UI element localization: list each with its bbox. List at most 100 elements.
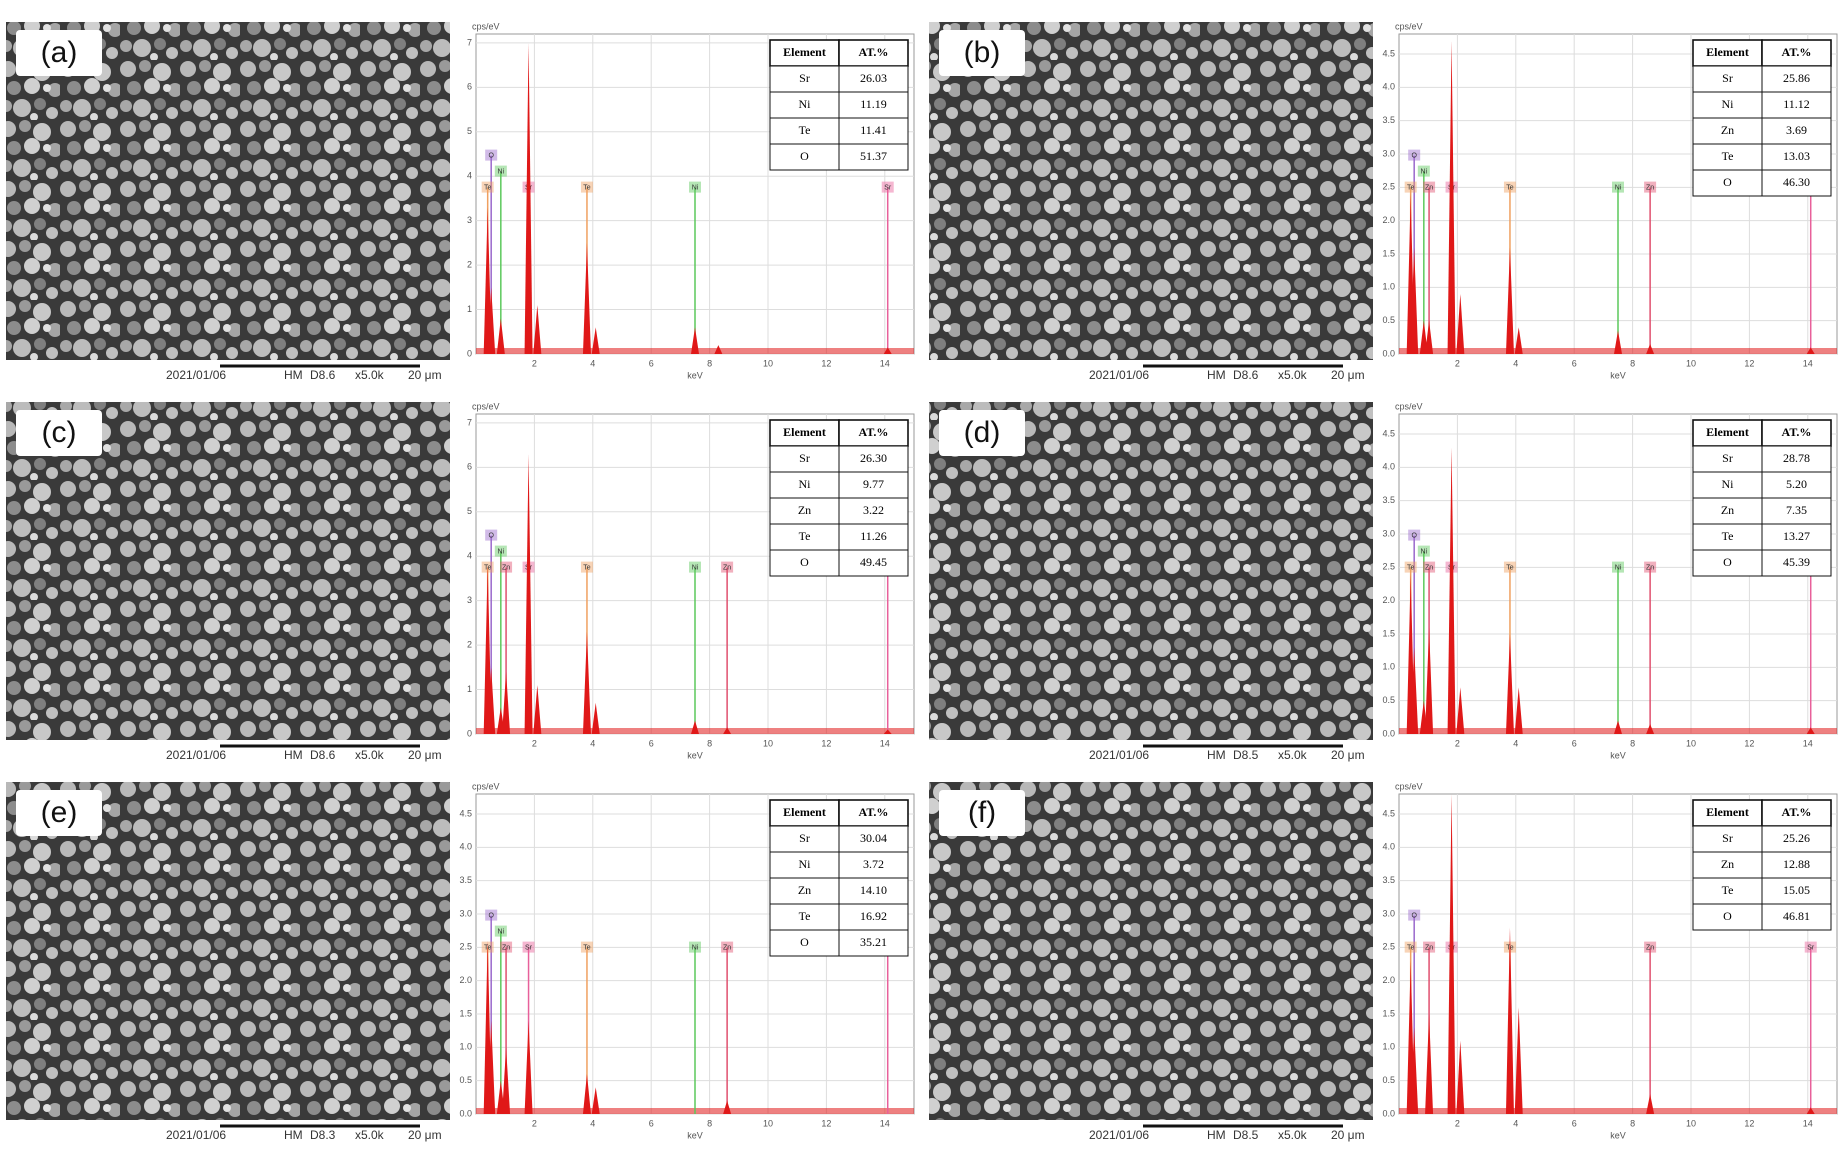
sem-caption: 20 μm [1331,368,1365,382]
y-tick-label: 2.5 [1382,562,1395,572]
x-tick-label: 12 [1744,358,1754,368]
peak [1447,40,1456,355]
y-tick-label: 6 [467,462,472,472]
x-tick-label: 10 [1686,738,1696,748]
x-tick-label: 10 [1686,358,1696,368]
peak [1456,687,1465,734]
peak [502,1047,511,1114]
marker-label: Ni [1421,168,1428,175]
table-cell [838,91,909,119]
x-tick-label: 4 [1513,1118,1518,1128]
marker-label: Zn [1646,184,1654,191]
marker-box [485,149,498,161]
marker-label: Sr [525,944,533,951]
marker-box [1417,545,1430,557]
peak [1447,447,1456,734]
peak [533,305,542,354]
y-tick-label: 4.0 [1382,842,1395,852]
sem-caption: 20 μm [408,748,442,762]
table-cell [1692,169,1763,197]
table-cell [838,117,909,145]
marker-box [1804,941,1817,953]
sem-caption: 2021/01/06 [1089,368,1149,382]
peak [487,667,496,734]
table-cell-text: Zn [1721,123,1734,137]
marker-box [485,909,498,921]
y-tick-label: 4.0 [1382,82,1395,92]
sem-caption: D8.6 [1233,368,1259,382]
marker-box [580,181,593,193]
peak [1514,687,1523,734]
y-tick-label: 0.5 [459,1075,472,1085]
table-header: AT.% [1782,805,1812,819]
peak [1505,247,1514,354]
x-tick-label: 2 [1455,738,1460,748]
y-tick-label: 2 [467,259,472,269]
sem-caption: HM [284,748,303,762]
table-cell [838,471,909,499]
table-cell-text: Sr [799,831,810,845]
y-tick-label: 3 [467,595,472,605]
marker-label: Zn [502,944,510,951]
peak [483,565,492,734]
sem-image [6,782,450,1120]
x-tick-label: 6 [649,738,654,748]
x-tick-label: 8 [707,1118,712,1128]
peak [714,345,723,354]
table-cell [769,91,840,119]
peak [1425,627,1434,734]
x-tick-label: 8 [1630,1118,1635,1128]
marker-box [1503,181,1516,193]
marker-label: Ni [1421,548,1428,555]
table-cell [838,523,909,551]
table-cell [769,903,840,931]
marker-box [1423,181,1436,193]
sem-caption: HM [1207,748,1226,762]
y-tick-label: 7 [467,417,472,427]
y-tick-label: 1.0 [459,1042,472,1052]
sem-caption: 20 μm [408,1128,442,1142]
marker-box [1644,561,1657,573]
x-tick-label: 14 [1803,358,1813,368]
peak [1646,724,1655,734]
table-cell [1692,825,1763,853]
table-cell [838,445,909,473]
table-cell [769,497,840,525]
peak [691,720,699,734]
y-axis-label: cps/eV [1395,781,1423,791]
y-tick-label: 4.0 [459,842,472,852]
table-cell [1761,549,1832,577]
marker-box [1404,181,1417,193]
sem-image [6,402,450,740]
marker-label: Ni [1615,184,1622,191]
table-cell-text: 5.20 [1786,477,1807,491]
table-header: AT.% [1782,45,1812,59]
table-cell [838,549,909,577]
panel-label: (f) [968,796,996,829]
marker-label: Te [583,184,591,191]
table-cell [838,877,909,905]
marker-label: Ni [498,548,505,555]
y-tick-label: 1 [467,304,472,314]
table-cell-text: Te [799,529,811,543]
table-header: AT.% [859,425,889,439]
sem-caption: x5.0k [1278,1128,1308,1142]
table-cell-text: 13.03 [1783,149,1810,163]
table-cell-text: 25.26 [1783,831,1810,845]
marker-box [494,545,507,557]
table-cell-text: Ni [799,97,812,111]
table-cell [838,929,909,957]
marker-box [500,561,513,573]
table-cell-text: Ni [1722,97,1735,111]
table-cell-text: Sr [799,71,810,85]
table-cell [769,39,840,67]
table-cell-text: Te [1722,529,1734,543]
x-axis-label: keV [687,750,703,760]
table-cell [769,471,840,499]
y-tick-label: 3.0 [1382,908,1395,918]
x-tick-label: 4 [590,358,595,368]
marker-box [1612,561,1624,573]
table-cell [838,419,909,447]
y-tick-label: 3.0 [1382,528,1395,538]
marker-box [1408,909,1421,921]
